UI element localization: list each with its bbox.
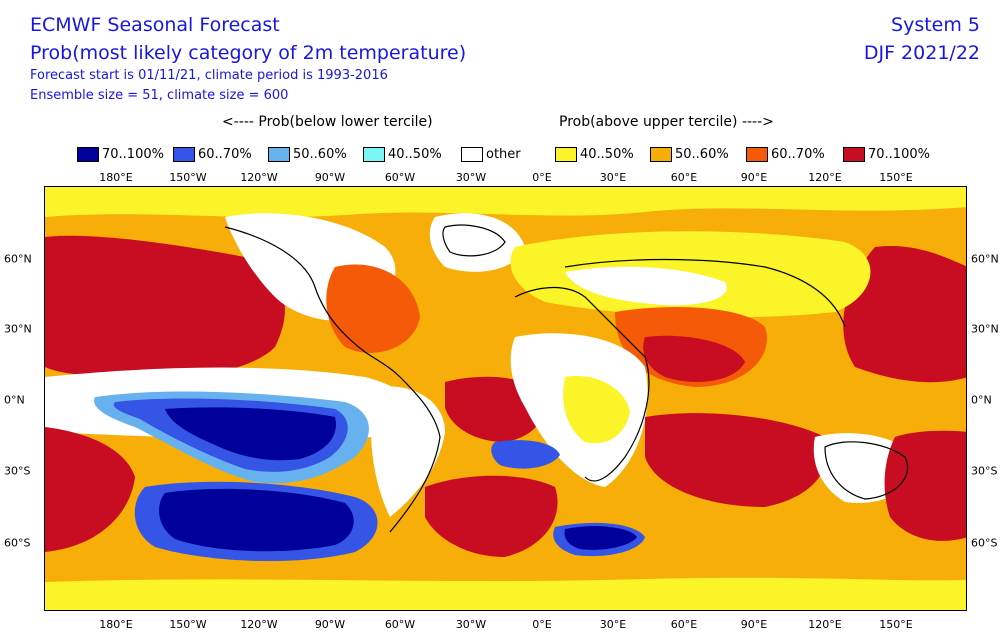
arabia-warm (643, 335, 745, 382)
lat-label-left: 60°S (4, 536, 31, 550)
lon-label-bottom: 90°W (314, 618, 346, 631)
legend-label: 60..70% (198, 146, 252, 162)
legend-label: 50..60% (675, 146, 729, 162)
lon-label-bottom: 120°E (808, 618, 842, 631)
north-pacific-warm (45, 235, 285, 379)
system-label: System 5 (891, 14, 980, 36)
lon-label-top: 60°W (384, 171, 416, 184)
legend-item: 40..50% (363, 145, 442, 163)
legend-swatch (268, 146, 290, 162)
legend-label: 70..100% (102, 146, 164, 162)
legend-label: 60..70% (771, 146, 825, 162)
legend-item: 60..70% (746, 145, 825, 163)
legend-below-header: <---- Prob(below lower tercile) (222, 114, 433, 130)
legend-label: 50..60% (293, 146, 347, 162)
southern-ocean-cold-core (564, 526, 637, 550)
map-subtitle: Prob(most likely category of 2m temperat… (30, 42, 467, 64)
west-pacific-warm (843, 246, 966, 383)
lon-label-bottom: 150°E (879, 618, 913, 631)
lon-label-bottom: 60°W (384, 618, 416, 631)
antarctic-warm-edge (45, 577, 966, 610)
legend-label: 40..50% (580, 146, 634, 162)
lon-label-bottom: 120°W (240, 618, 278, 631)
ensemble-size-text: Ensemble size = 51, climate size = 600 (30, 88, 289, 103)
legend-item: 70..100% (77, 145, 164, 163)
greenland-other (429, 213, 525, 272)
season-label: DJF 2021/22 (863, 42, 980, 64)
legend-item: 60..70% (173, 145, 252, 163)
lat-label-right: 30°S (971, 464, 998, 478)
lat-label-right: 30°N (971, 322, 999, 336)
legend-swatch (650, 146, 672, 162)
lat-label-left: 30°S (4, 464, 31, 478)
southwest-pacific-warm (45, 427, 135, 552)
eurasia-other (565, 266, 727, 306)
forecast-map (44, 186, 967, 611)
coastlines (224, 224, 909, 533)
legend-swatch (461, 146, 483, 162)
lon-label-top: 90°E (740, 171, 768, 184)
legend-item: 50..60% (650, 145, 729, 163)
legend-swatch (843, 146, 865, 162)
legend-swatch (77, 146, 99, 162)
legend-swatch (746, 146, 768, 162)
lat-label-left: 30°N (4, 322, 32, 336)
south-atlantic-cold (491, 440, 560, 469)
legend-label: 70..100% (868, 146, 930, 162)
lon-label-bottom: 90°E (740, 618, 768, 631)
legend-item: 50..60% (268, 145, 347, 163)
lon-label-bottom: 150°W (169, 618, 207, 631)
map-title: ECMWF Seasonal Forecast (30, 14, 280, 36)
eastern-us-warm (326, 264, 420, 353)
lon-label-top: 150°W (169, 171, 207, 184)
legend-label: 40..50% (388, 146, 442, 162)
lon-label-top: 180°E (99, 171, 133, 184)
lon-label-bottom: 30°E (599, 618, 627, 631)
forecast-start-text: Forecast start is 01/11/21, climate peri… (30, 68, 388, 83)
legend-swatch (363, 146, 385, 162)
legend-label: other (486, 146, 521, 162)
lon-label-bottom: 30°W (455, 618, 487, 631)
lon-label-top: 150°E (879, 171, 913, 184)
lat-label-left: 60°N (4, 252, 32, 266)
lat-label-right: 0°N (971, 393, 992, 407)
legend-item: other (461, 145, 521, 163)
lon-label-bottom: 180°E (99, 618, 133, 631)
arctic-warm-band (45, 187, 966, 218)
lat-label-right: 60°N (971, 252, 999, 266)
lon-label-top: 120°E (808, 171, 842, 184)
lon-label-bottom: 60°E (670, 618, 698, 631)
south-pacific-warm (884, 430, 966, 541)
legend-swatch (173, 146, 195, 162)
legend-item: 70..100% (843, 145, 930, 163)
lon-label-top: 30°E (599, 171, 627, 184)
lat-label-left: 0°N (4, 393, 25, 407)
lon-label-top: 30°W (455, 171, 487, 184)
forecast-map-svg (45, 187, 966, 610)
lon-label-top: 90°W (314, 171, 346, 184)
indian-ocean-warm (645, 413, 828, 507)
south-america-other (370, 386, 445, 517)
lon-label-top: 60°E (670, 171, 698, 184)
lon-label-bottom: 0°E (532, 618, 552, 631)
central-africa-warm (563, 376, 630, 444)
legend-swatch (555, 146, 577, 162)
lat-label-right: 60°S (971, 536, 998, 550)
lon-label-top: 0°E (532, 171, 552, 184)
legend-above-header: Prob(above upper tercile) ----> (559, 114, 774, 130)
south-pacific-cold-core (159, 488, 354, 552)
east-pacific-cold-core (165, 407, 336, 461)
legend-item: 40..50% (555, 145, 634, 163)
south-atlantic-warm (425, 475, 558, 557)
lon-label-top: 120°W (240, 171, 278, 184)
